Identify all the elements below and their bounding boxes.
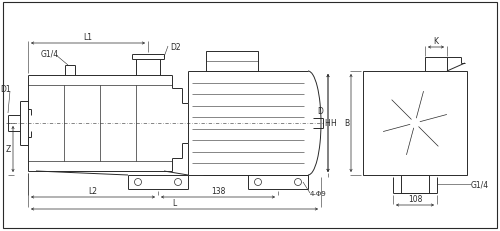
Text: D2: D2 bbox=[170, 42, 180, 51]
Text: B: B bbox=[344, 119, 349, 128]
Bar bbox=[425, 58, 447, 72]
Text: K: K bbox=[434, 37, 438, 46]
Circle shape bbox=[379, 102, 385, 108]
Text: H: H bbox=[324, 119, 330, 128]
Bar bbox=[206, 52, 258, 72]
Text: L1: L1 bbox=[84, 33, 92, 42]
Text: D: D bbox=[317, 106, 323, 116]
Circle shape bbox=[294, 179, 302, 186]
Circle shape bbox=[254, 179, 262, 186]
Circle shape bbox=[393, 153, 399, 159]
Text: 108: 108 bbox=[408, 194, 422, 203]
Text: 4-Φ9: 4-Φ9 bbox=[310, 190, 327, 196]
Circle shape bbox=[174, 179, 182, 186]
Text: L2: L2 bbox=[88, 186, 98, 195]
Text: D1: D1 bbox=[0, 84, 12, 93]
Text: Z: Z bbox=[6, 145, 11, 154]
Bar bbox=[363, 72, 467, 175]
Circle shape bbox=[445, 139, 451, 145]
Text: G1/4: G1/4 bbox=[41, 49, 59, 58]
Text: L: L bbox=[172, 198, 176, 207]
Text: G1/4: G1/4 bbox=[471, 180, 489, 189]
Text: 138: 138 bbox=[211, 186, 225, 195]
Circle shape bbox=[134, 179, 141, 186]
Text: H: H bbox=[330, 119, 336, 128]
Bar bbox=[401, 175, 429, 193]
Circle shape bbox=[431, 88, 437, 94]
